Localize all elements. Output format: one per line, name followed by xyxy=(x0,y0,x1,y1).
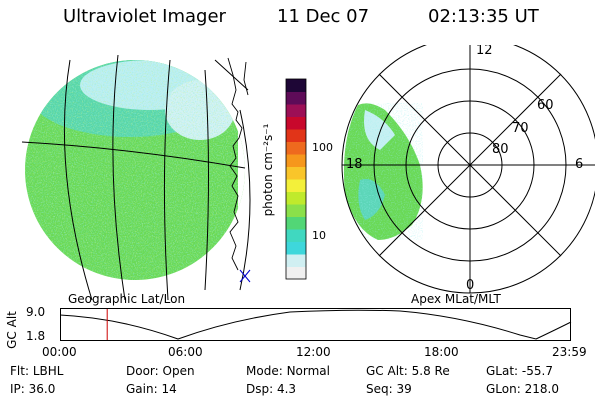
colorbar-segments xyxy=(286,79,306,280)
colorbar-segment xyxy=(286,229,306,242)
colorbar-tick-10: 10 xyxy=(312,229,326,242)
gc-alt-axis-label: GC Alt xyxy=(5,311,19,349)
colorbar-segment xyxy=(286,241,306,255)
lat-label-80: 80 xyxy=(492,142,509,157)
colorbar-segment xyxy=(286,204,306,217)
colorbar-segment xyxy=(286,254,306,267)
timeline-frame xyxy=(60,308,571,341)
x-tick-0600: 06:00 xyxy=(168,345,203,359)
colorbar-segment xyxy=(286,154,306,167)
time-label: 02:13:35 UT xyxy=(428,6,539,27)
x-tick-1800: 18:00 xyxy=(424,345,459,359)
info-dsp: Dsp: 4.3 xyxy=(246,382,297,396)
polar-mlat-mlt-panel: 12 18 6 0 60 70 80 xyxy=(341,45,595,294)
gc-alt-curve xyxy=(60,309,572,340)
info-gc-alt: GC Alt: 5.8 Re xyxy=(366,364,450,378)
mlt-label-6: 6 xyxy=(575,157,583,172)
info-flt: Flt: LBHL xyxy=(10,364,64,378)
info-gain: Gain: 14 xyxy=(126,382,177,396)
colorbar-tick-100: 100 xyxy=(312,141,333,154)
gc-alt-timeline xyxy=(60,308,572,341)
mlt-label-18: 18 xyxy=(346,157,363,172)
colorbar-segment xyxy=(286,216,306,230)
geo-grid-lines xyxy=(21,54,251,300)
mlt-label-0: 0 xyxy=(466,278,474,293)
colorbar xyxy=(285,78,307,280)
geo-emission-image xyxy=(25,60,245,280)
colorbar-segment xyxy=(286,166,306,180)
mlt-label-12: 12 xyxy=(476,45,493,58)
x-tick-0000: 00:00 xyxy=(42,345,77,359)
lat-label-60: 60 xyxy=(537,98,554,113)
info-door: Door: Open xyxy=(126,364,195,378)
colorbar-segment xyxy=(286,191,306,205)
app-title: Ultraviolet Imager xyxy=(63,6,226,27)
polar-emission-image xyxy=(343,103,423,240)
info-ip: IP: 36.0 xyxy=(10,382,56,396)
info-mode: Mode: Normal xyxy=(246,364,330,378)
polar-grid xyxy=(341,45,595,294)
coastline xyxy=(227,57,249,271)
colorbar-segment xyxy=(286,179,306,192)
info-seq: Seq: 39 xyxy=(366,382,412,396)
colorbar-frame xyxy=(285,78,307,280)
geo-caption: Geographic Lat/Lon xyxy=(68,292,186,306)
lat-label-70: 70 xyxy=(512,121,529,136)
geographic-image-panel xyxy=(21,54,251,300)
date-label: 11 Dec 07 xyxy=(277,6,370,27)
x-tick-2359: 23:59 xyxy=(552,345,587,359)
subsatellite-marker xyxy=(239,269,251,283)
colorbar-segment xyxy=(286,266,306,280)
info-glat: GLat: -55.7 xyxy=(486,364,553,378)
colorbar-segment xyxy=(286,104,306,117)
y-tick-9: 9.0 xyxy=(26,305,46,319)
y-tick-1-8: 1.8 xyxy=(26,329,46,343)
colorbar-segment xyxy=(286,116,306,130)
colorbar-segment xyxy=(286,91,306,105)
colorbar-unit-label: photon cm⁻²s⁻¹ xyxy=(261,123,275,217)
x-tick-1200: 12:00 xyxy=(296,345,331,359)
colorbar-segment xyxy=(286,129,306,142)
info-glon: GLon: 218.0 xyxy=(486,382,559,396)
colorbar-segment xyxy=(286,141,306,155)
colorbar-segment xyxy=(286,79,306,92)
polar-caption: Apex MLat/MLT xyxy=(411,292,501,306)
